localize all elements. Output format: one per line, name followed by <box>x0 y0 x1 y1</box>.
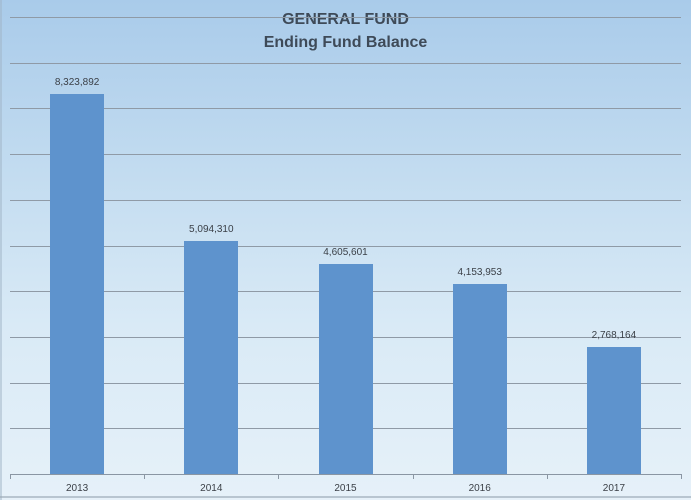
gridline <box>10 199 681 201</box>
bar-2017 <box>586 347 641 474</box>
page-edge-bottom <box>0 496 691 498</box>
bar-2013 <box>50 93 105 474</box>
data-label: 8,323,892 <box>54 76 100 88</box>
data-label: 5,094,310 <box>189 224 234 236</box>
gridline <box>10 245 681 247</box>
gridline <box>10 108 681 110</box>
bar-2016 <box>452 284 507 474</box>
gridline <box>10 154 681 156</box>
gridline <box>10 17 681 18</box>
data-label: 4,605,601 <box>323 246 368 258</box>
x-axis-tick <box>413 474 414 479</box>
gridline <box>10 62 681 64</box>
x-axis-label: 2013 <box>65 483 89 494</box>
x-axis <box>10 474 681 475</box>
x-axis-label: 2014 <box>200 483 223 494</box>
x-axis-label: 2016 <box>468 483 491 494</box>
page-edge <box>0 0 2 500</box>
bar-2014 <box>184 241 239 474</box>
x-axis-label: 2017 <box>602 483 626 494</box>
x-axis-tick <box>144 474 145 479</box>
chart-title-line-2: Ending Fund Balance <box>263 34 428 51</box>
x-axis-tick <box>547 474 548 479</box>
data-label: 4,153,953 <box>457 267 502 279</box>
chart-title-line-1: GENERAL FUND <box>282 11 409 28</box>
x-axis-tick <box>10 474 11 479</box>
x-axis-tick <box>681 474 682 479</box>
x-axis-tick <box>278 474 279 479</box>
x-axis-label: 2015 <box>334 483 357 494</box>
plot-area: 8,323,892 2013 5,094,310 2014 4,605,601 2015 4… <box>10 16 682 494</box>
chart-title: GENERAL FUND Ending Fund Balance <box>0 8 691 54</box>
bar-2015 <box>318 263 373 474</box>
data-label: 2,768,164 <box>591 330 637 342</box>
